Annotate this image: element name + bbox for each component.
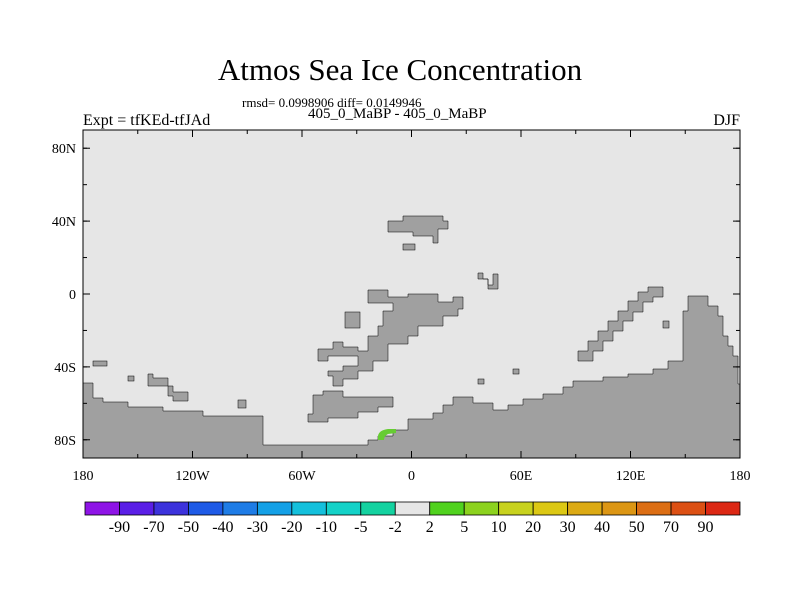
northern-island bbox=[387, 215, 449, 244]
colorbar-label: -40 bbox=[212, 519, 233, 536]
islet-40e bbox=[477, 272, 499, 290]
colorbar-label: -5 bbox=[354, 519, 367, 536]
case-subtitle: 405_0_MaBP - 405_0_MaBP bbox=[308, 106, 487, 122]
y-tick-label: 40S bbox=[54, 361, 76, 376]
colorbar-label: 20 bbox=[525, 519, 541, 536]
colorbar-label: -20 bbox=[281, 519, 302, 536]
y-tick-label: 40N bbox=[52, 215, 76, 230]
colorbar-label: 40 bbox=[594, 519, 610, 536]
positive-anomaly-patch bbox=[378, 429, 396, 440]
colorbar-swatch bbox=[429, 501, 465, 516]
colorbar-label: -2 bbox=[389, 519, 402, 536]
colorbar-swatch bbox=[601, 501, 637, 516]
islet-east-2 bbox=[512, 368, 520, 375]
colorbar-label: 2 bbox=[426, 519, 434, 536]
y-axis-tick-labels: 80N 40N 0 40S 80S bbox=[52, 142, 76, 449]
x-tick-label: 180 bbox=[73, 469, 94, 484]
central-diagonal-band bbox=[317, 289, 464, 387]
colorbar-label: -50 bbox=[178, 519, 199, 536]
islet-west-3 bbox=[127, 375, 135, 382]
colorbar-swatch bbox=[84, 501, 120, 516]
x-axis-tick-labels: 180 120W 60W 0 60E 120E 180 bbox=[73, 469, 751, 484]
colorbar-swatch bbox=[188, 501, 224, 516]
colorbar-label: -70 bbox=[143, 519, 164, 536]
x-tick-label: 60W bbox=[288, 469, 316, 484]
northern-islet bbox=[402, 243, 416, 251]
islet-west-4 bbox=[237, 399, 247, 409]
colorbar-label: 50 bbox=[629, 519, 645, 536]
eastern-diagonal-band bbox=[577, 286, 664, 362]
colorbar-swatch bbox=[498, 501, 534, 516]
x-tick-label: 0 bbox=[408, 469, 415, 484]
islet-near-80e bbox=[662, 320, 670, 329]
colorbar-label: 70 bbox=[663, 519, 679, 536]
colorbar-swatch bbox=[463, 501, 500, 516]
small-island bbox=[344, 311, 361, 329]
colorbar-label: -10 bbox=[316, 519, 337, 536]
colorbar-swatch bbox=[636, 501, 672, 516]
colorbar-swatch bbox=[291, 501, 327, 516]
colorbar-swatch bbox=[119, 501, 155, 516]
y-tick-label: 0 bbox=[69, 288, 76, 303]
season-label: DJF bbox=[713, 112, 740, 129]
colorbar-label: -30 bbox=[247, 519, 268, 536]
colorbar-swatch bbox=[705, 501, 741, 516]
colorbar bbox=[84, 501, 741, 516]
colorbar-swatch bbox=[325, 501, 362, 516]
colorbar-swatch bbox=[256, 501, 293, 516]
colorbar-swatch bbox=[360, 501, 396, 516]
antarctica-landmass bbox=[82, 295, 741, 459]
colorbar-swatch bbox=[222, 501, 258, 516]
axis-ticks bbox=[82, 130, 741, 458]
islet-east-1 bbox=[477, 378, 485, 385]
chart-title: Atmos Sea Ice Concentration bbox=[217, 52, 583, 87]
southern-ridge bbox=[307, 390, 394, 423]
colorbar-swatch bbox=[567, 501, 603, 516]
x-tick-label: 120E bbox=[616, 469, 646, 484]
x-tick-label: 180 bbox=[730, 469, 751, 484]
colorbar-label: 10 bbox=[491, 519, 507, 536]
colorbar-swatch bbox=[153, 501, 189, 516]
experiment-label: Expt = tfKEd-tfJAd bbox=[83, 112, 211, 129]
colorbar-label: -90 bbox=[109, 519, 130, 536]
land-mask bbox=[82, 215, 741, 459]
x-tick-label: 120W bbox=[175, 469, 210, 484]
islet-west-1 bbox=[92, 360, 108, 367]
colorbar-swatch bbox=[670, 501, 706, 516]
colorbar-swatch bbox=[532, 501, 569, 516]
stats-subtitle: rmsd= 0.0998906 diff= 0.0149946 bbox=[242, 95, 422, 110]
map-panel bbox=[82, 129, 741, 459]
colorbar-label: 90 bbox=[698, 519, 714, 536]
x-tick-label: 60E bbox=[510, 469, 533, 484]
colorbar-label: 5 bbox=[460, 519, 468, 536]
colorbar-label: 30 bbox=[560, 519, 576, 536]
y-tick-label: 80N bbox=[52, 142, 76, 157]
colorbar-labels: -90 -70 -50 -40 -30 -20 -10 -5 -2 2 5 10 20 30 40 50 70 9… bbox=[109, 519, 714, 536]
islet-west-2 bbox=[147, 373, 189, 402]
colorbar-swatch bbox=[394, 501, 431, 516]
y-tick-label: 80S bbox=[54, 434, 76, 449]
